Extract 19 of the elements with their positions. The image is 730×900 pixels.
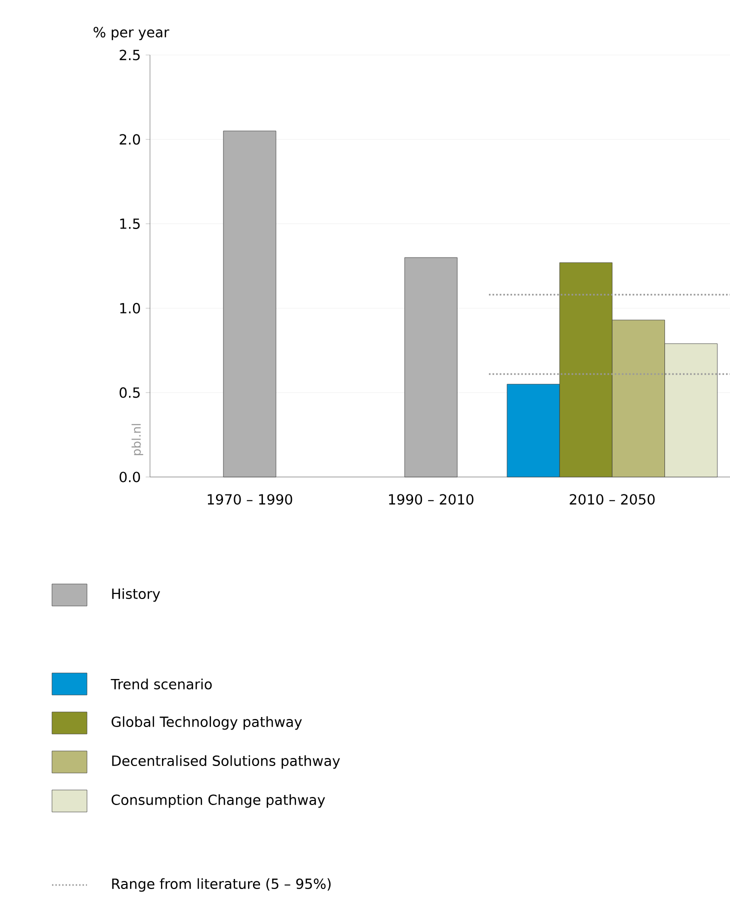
y-tick-label: 2.5 [120,50,140,60]
text: pbl.nl [132,424,144,456]
bar [223,130,276,478]
x-tick-label: 2010 – 2050 [570,494,655,505]
y-axis-title: % per year [94,26,170,40]
y-tick-label: 2.0 [120,134,140,145]
legend-label: History [112,588,160,602]
x-tick-label: 1990 – 2010 [389,494,474,505]
legend-label: Trend scenario [110,678,212,690]
legend-label: Range from literature (5 – 95%) [112,878,331,892]
legend-label: Consumption Change pathway [112,794,326,808]
y-tick-label: 1.0 [120,302,140,314]
y-tick-label: 1.5 [120,218,140,229]
y-tick-label: 0.0 [120,472,140,482]
x-tick-label: 1970 – 1990 [208,494,292,505]
y-tick-label: 0.5 [120,387,140,398]
legend-label: Global Technology pathway [112,716,302,730]
legend-label: Decentralised Solutions pathway [112,755,340,769]
bar [404,257,458,478]
